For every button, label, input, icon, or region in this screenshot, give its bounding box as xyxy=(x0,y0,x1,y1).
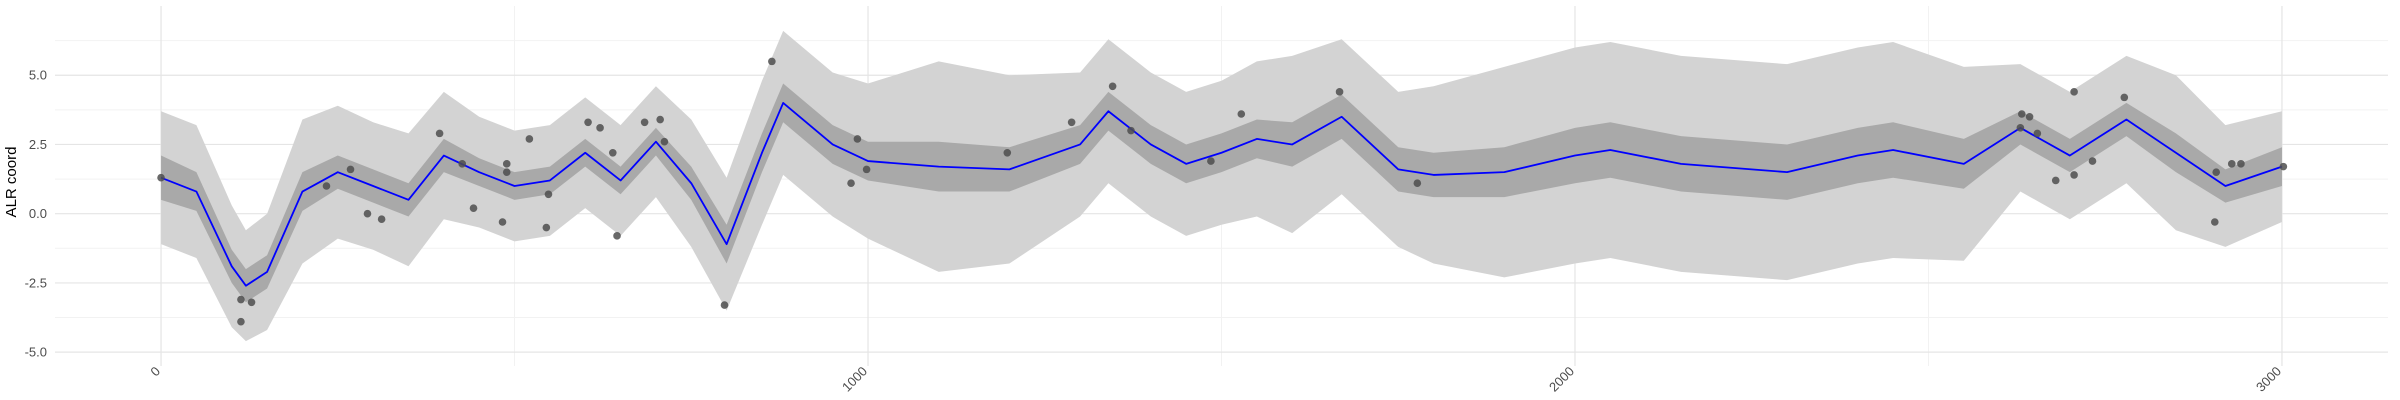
data-point xyxy=(502,168,511,176)
y-tick-label: 0.0 xyxy=(29,206,47,221)
data-point xyxy=(2016,124,2025,132)
data-point xyxy=(640,118,649,127)
x-tick-label: 3000 xyxy=(2253,364,2284,395)
y-tick-label: -5.0 xyxy=(25,345,47,360)
data-point xyxy=(853,135,862,143)
data-point xyxy=(720,301,729,309)
data-point xyxy=(656,115,664,124)
data-point xyxy=(544,190,553,199)
data-point xyxy=(584,118,592,127)
y-tick-label: 5.0 xyxy=(29,68,47,83)
confidence-band xyxy=(161,30,2282,342)
data-point xyxy=(2279,162,2288,171)
data-point xyxy=(2025,112,2034,121)
x-tick-label: 2000 xyxy=(1546,364,1577,395)
data-point xyxy=(2017,110,2026,118)
data-point xyxy=(2088,157,2097,165)
y-tick-label: 2.5 xyxy=(29,137,47,152)
data-point xyxy=(435,129,444,138)
data-point xyxy=(247,298,256,307)
data-point xyxy=(2070,171,2078,179)
data-point xyxy=(237,317,245,326)
data-point xyxy=(1108,82,1117,91)
data-point xyxy=(498,218,507,226)
x-tick-label: 1000 xyxy=(839,364,870,395)
data-point xyxy=(596,124,604,132)
data-point xyxy=(1237,110,1246,118)
data-point xyxy=(525,135,534,143)
data-point xyxy=(1335,88,1344,96)
data-point xyxy=(1413,179,1422,188)
data-point xyxy=(2212,168,2221,176)
data-point xyxy=(363,209,372,218)
data-point xyxy=(157,173,165,182)
data-point xyxy=(542,223,551,232)
data-point xyxy=(660,137,669,146)
data-point xyxy=(1003,148,1012,157)
y-tick-label: -2.5 xyxy=(25,275,47,290)
mean-line xyxy=(160,102,2283,287)
data-point xyxy=(458,160,467,168)
data-point xyxy=(322,182,331,190)
data-point xyxy=(1207,157,1215,165)
data-point xyxy=(2227,160,2236,168)
data-point xyxy=(469,204,478,212)
data-point xyxy=(502,160,511,168)
data-point xyxy=(2051,176,2060,185)
data-point xyxy=(346,165,355,174)
data-point xyxy=(862,165,871,174)
data-point xyxy=(2070,88,2078,96)
data-point xyxy=(608,148,617,157)
data-point xyxy=(2237,160,2245,168)
data-point xyxy=(1067,118,1076,127)
data-point xyxy=(613,232,621,240)
data-point xyxy=(1127,126,1135,135)
data-point xyxy=(2033,129,2042,138)
data-point xyxy=(2210,218,2219,226)
data-point xyxy=(377,215,386,224)
data-point xyxy=(847,179,855,188)
data-point xyxy=(768,57,776,66)
data-point xyxy=(2120,93,2129,102)
y-axis-label: ALR coord xyxy=(3,147,20,218)
data-point xyxy=(237,295,245,304)
